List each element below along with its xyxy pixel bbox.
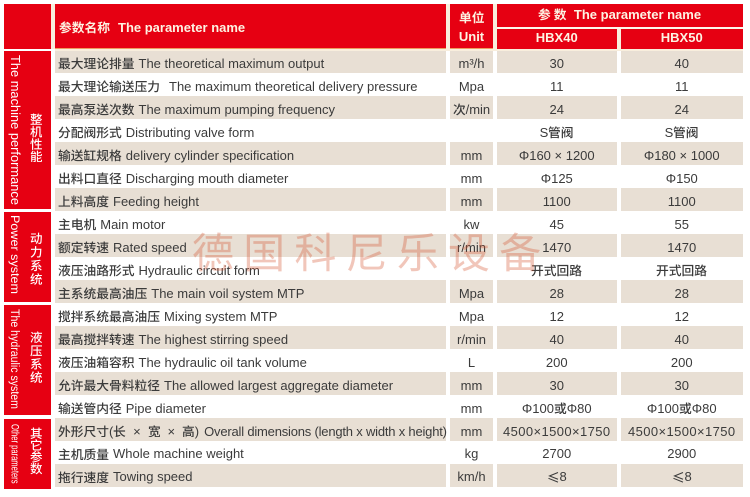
- svg-text:Other parameters: Other parameters: [8, 424, 20, 484]
- svg-text:Power system: Power system: [8, 215, 22, 294]
- svg-text:The hydraulic system: The hydraulic system: [8, 309, 20, 409]
- svg-text:The machine performance: The machine performance: [8, 55, 22, 205]
